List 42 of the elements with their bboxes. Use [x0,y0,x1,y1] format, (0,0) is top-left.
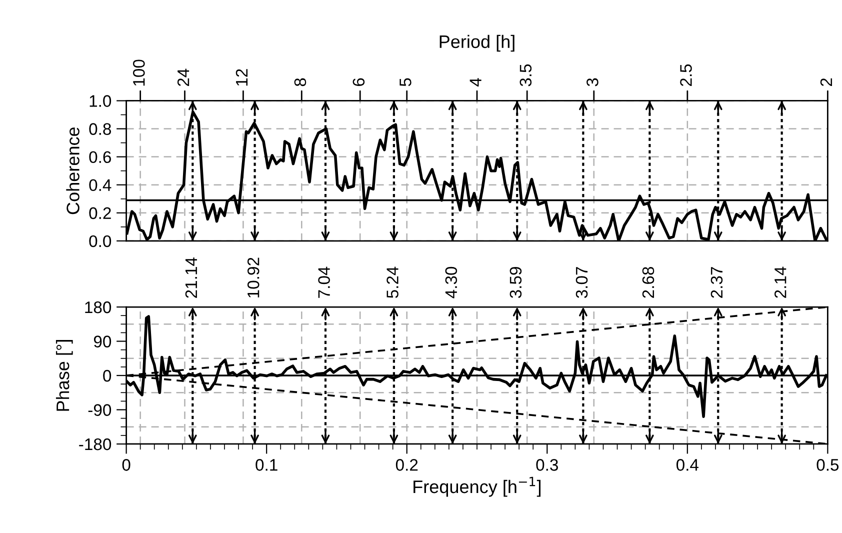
annotation: 2 [820,78,832,86]
annotation: 8 [294,78,306,86]
annotation: 3.5 [520,64,532,86]
y-axis-title: Coherence [66,127,80,214]
annotation: 3.07 [576,267,588,298]
y-tick-label: 0.0 [89,235,112,248]
annotation: 4 [470,78,482,86]
annotation: 12 [236,69,248,86]
y-tick-label: 0.2 [89,207,111,220]
annotation: 6 [352,78,365,86]
y-tick-label: 90 [94,336,112,348]
annotation: 10.92 [247,258,260,298]
annotation: 24 [177,68,190,86]
annotation: 7.04 [318,266,330,298]
annotation: 5 [400,78,412,86]
y-tick-label: 0 [103,370,112,382]
x-tick-label: 0.1 [256,459,278,471]
y-tick-label: 0.6 [89,151,111,164]
y-tick-label: 180 [85,301,112,314]
y-tick-label: 1.0 [90,95,112,107]
y-tick-label: -180 [79,438,112,450]
annotation: 5.24 [386,266,398,298]
annotation: 2.68 [642,266,654,298]
annotation: 2.37 [710,267,723,298]
x-tick-label: 0 [122,459,130,471]
x-tick-label: 0.4 [676,459,699,471]
y-axis-title: Phase [°] [56,340,73,411]
x2-axis-title: Period [h] [440,34,514,52]
x-tick-label: 0.3 [536,459,558,471]
x-tick-label: 0.5 [816,459,839,471]
annotation: 100 [133,60,145,86]
annotation: 4.30 [445,266,458,298]
annotation: 2.5 [680,64,692,86]
x-tick-label: 0.2 [396,459,418,471]
annotation: 21.14 [185,257,197,298]
annotation: 2.14 [774,266,786,298]
y-tick-label: 0.4 [89,179,112,192]
annotation: 3 [586,78,598,86]
x-axis-title: Frequency [h$^{−1}$] [414,476,540,497]
y-tick-label: -90 [88,404,112,416]
annotation: 3.59 [510,267,522,298]
y-tick-label: 0.8 [89,123,111,135]
